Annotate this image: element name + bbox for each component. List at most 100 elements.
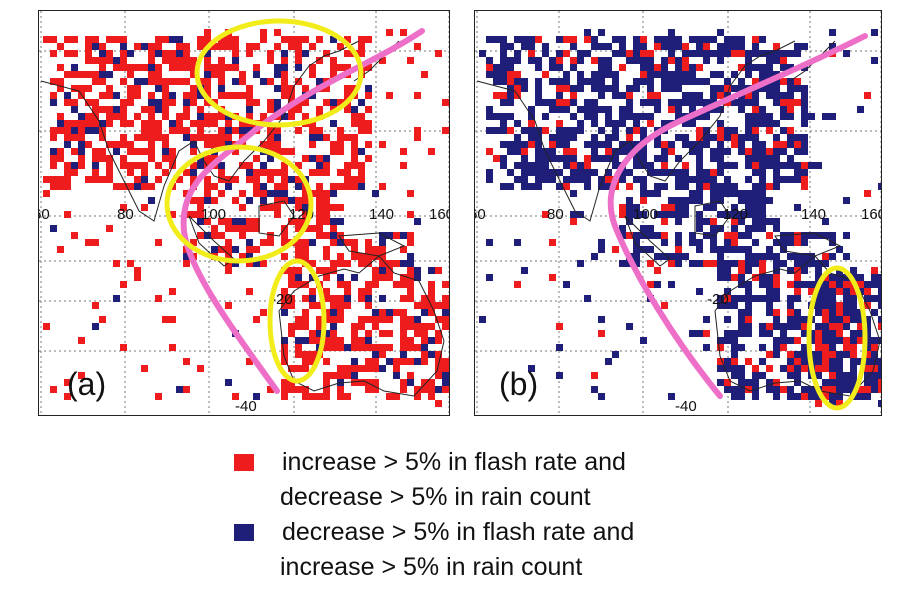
anomaly-cell — [605, 155, 612, 162]
anomaly-cell — [295, 246, 302, 253]
anomaly-cell — [435, 50, 442, 57]
anomaly-cell — [773, 43, 780, 50]
anomaly-cell — [738, 197, 745, 204]
anomaly-cell — [260, 113, 267, 120]
anomaly-cell — [253, 218, 260, 225]
anomaly-cell — [717, 358, 724, 365]
anomaly-cell — [358, 148, 365, 155]
anomaly-cell — [591, 106, 598, 113]
anomaly-cell — [106, 50, 113, 57]
anomaly-cell — [316, 36, 323, 43]
anomaly-cell — [682, 57, 689, 64]
anomaly-cell — [556, 155, 563, 162]
anomaly-cell — [766, 330, 773, 337]
anomaly-cell — [358, 120, 365, 127]
anomaly-cell — [675, 239, 682, 246]
anomaly-cell — [717, 120, 724, 127]
anomaly-cell — [400, 232, 407, 239]
anomaly-cell — [724, 148, 731, 155]
anomaly-cell — [598, 330, 605, 337]
anomaly-cell — [267, 169, 274, 176]
anomaly-cell — [127, 50, 134, 57]
anomaly-cell — [218, 162, 225, 169]
anomaly-cell — [204, 134, 211, 141]
anomaly-cell — [535, 36, 542, 43]
anomaly-cell — [50, 127, 57, 134]
anomaly-cell — [71, 64, 78, 71]
anomaly-cell — [302, 386, 309, 393]
anomaly-cell — [407, 239, 414, 246]
anomaly-cell — [766, 309, 773, 316]
anomaly-cell — [421, 337, 428, 344]
anomaly-cell — [731, 85, 738, 92]
anomaly-cell — [773, 351, 780, 358]
anomaly-cell — [675, 155, 682, 162]
lon-tick-label: 140 — [801, 206, 826, 223]
anomaly-cell — [710, 92, 717, 99]
anomaly-cell — [605, 141, 612, 148]
anomaly-cell — [493, 113, 500, 120]
lon-tick-label: 140 — [369, 206, 394, 223]
anomaly-cell — [661, 204, 668, 211]
anomaly-cell — [668, 281, 675, 288]
anomaly-cell — [281, 239, 288, 246]
anomaly-cell — [794, 85, 801, 92]
anomaly-cell — [514, 176, 521, 183]
anomaly-cell — [183, 253, 190, 260]
anomaly-cell — [528, 162, 535, 169]
anomaly-cell — [204, 29, 211, 36]
anomaly-cell — [148, 141, 155, 148]
anomaly-cell — [253, 190, 260, 197]
anomaly-cell — [836, 393, 843, 400]
anomaly-cell — [745, 330, 752, 337]
anomaly-cell — [829, 386, 836, 393]
anomaly-cell — [584, 78, 591, 85]
anomaly-cell — [682, 169, 689, 176]
anomaly-cell — [710, 50, 717, 57]
anomaly-cell — [500, 183, 507, 190]
anomaly-cell — [141, 169, 148, 176]
anomaly-cell — [435, 267, 442, 274]
anomaly-cell — [801, 176, 808, 183]
anomaly-cell — [731, 358, 738, 365]
anomaly-cell — [183, 92, 190, 99]
anomaly-cell — [563, 106, 570, 113]
anomaly-cell — [654, 155, 661, 162]
anomaly-cell — [239, 120, 246, 127]
anomaly-cell — [780, 57, 787, 64]
anomaly-cell — [668, 78, 675, 85]
anomaly-cell — [435, 316, 442, 323]
anomaly-cell — [407, 267, 414, 274]
anomaly-cell — [731, 50, 738, 57]
anomaly-cell — [120, 183, 127, 190]
anomaly-cell — [85, 57, 92, 64]
anomaly-cell — [302, 113, 309, 120]
anomaly-cell — [323, 267, 330, 274]
anomaly-cell — [514, 85, 521, 92]
anomaly-cell — [640, 148, 647, 155]
anomaly-cell — [267, 239, 274, 246]
anomaly-cell — [50, 155, 57, 162]
anomaly-cell — [738, 330, 745, 337]
anomaly-cell — [507, 113, 514, 120]
anomaly-cell — [633, 127, 640, 134]
anomaly-cell — [696, 162, 703, 169]
anomaly-cell — [815, 232, 822, 239]
anomaly-cell — [281, 344, 288, 351]
anomaly-cell — [759, 253, 766, 260]
anomaly-cell — [738, 232, 745, 239]
anomaly-cell — [731, 141, 738, 148]
anomaly-cell — [337, 134, 344, 141]
anomaly-cell — [127, 162, 134, 169]
anomaly-cell — [605, 113, 612, 120]
anomaly-cell — [232, 218, 239, 225]
anomaly-cell — [822, 323, 829, 330]
anomaly-cell — [288, 106, 295, 113]
anomaly-cell — [155, 176, 162, 183]
anomaly-cell — [710, 106, 717, 113]
anomaly-cell — [106, 155, 113, 162]
anomaly-cell — [759, 148, 766, 155]
anomaly-cell — [386, 260, 393, 267]
anomaly-cell — [815, 267, 822, 274]
anomaly-cell — [148, 183, 155, 190]
